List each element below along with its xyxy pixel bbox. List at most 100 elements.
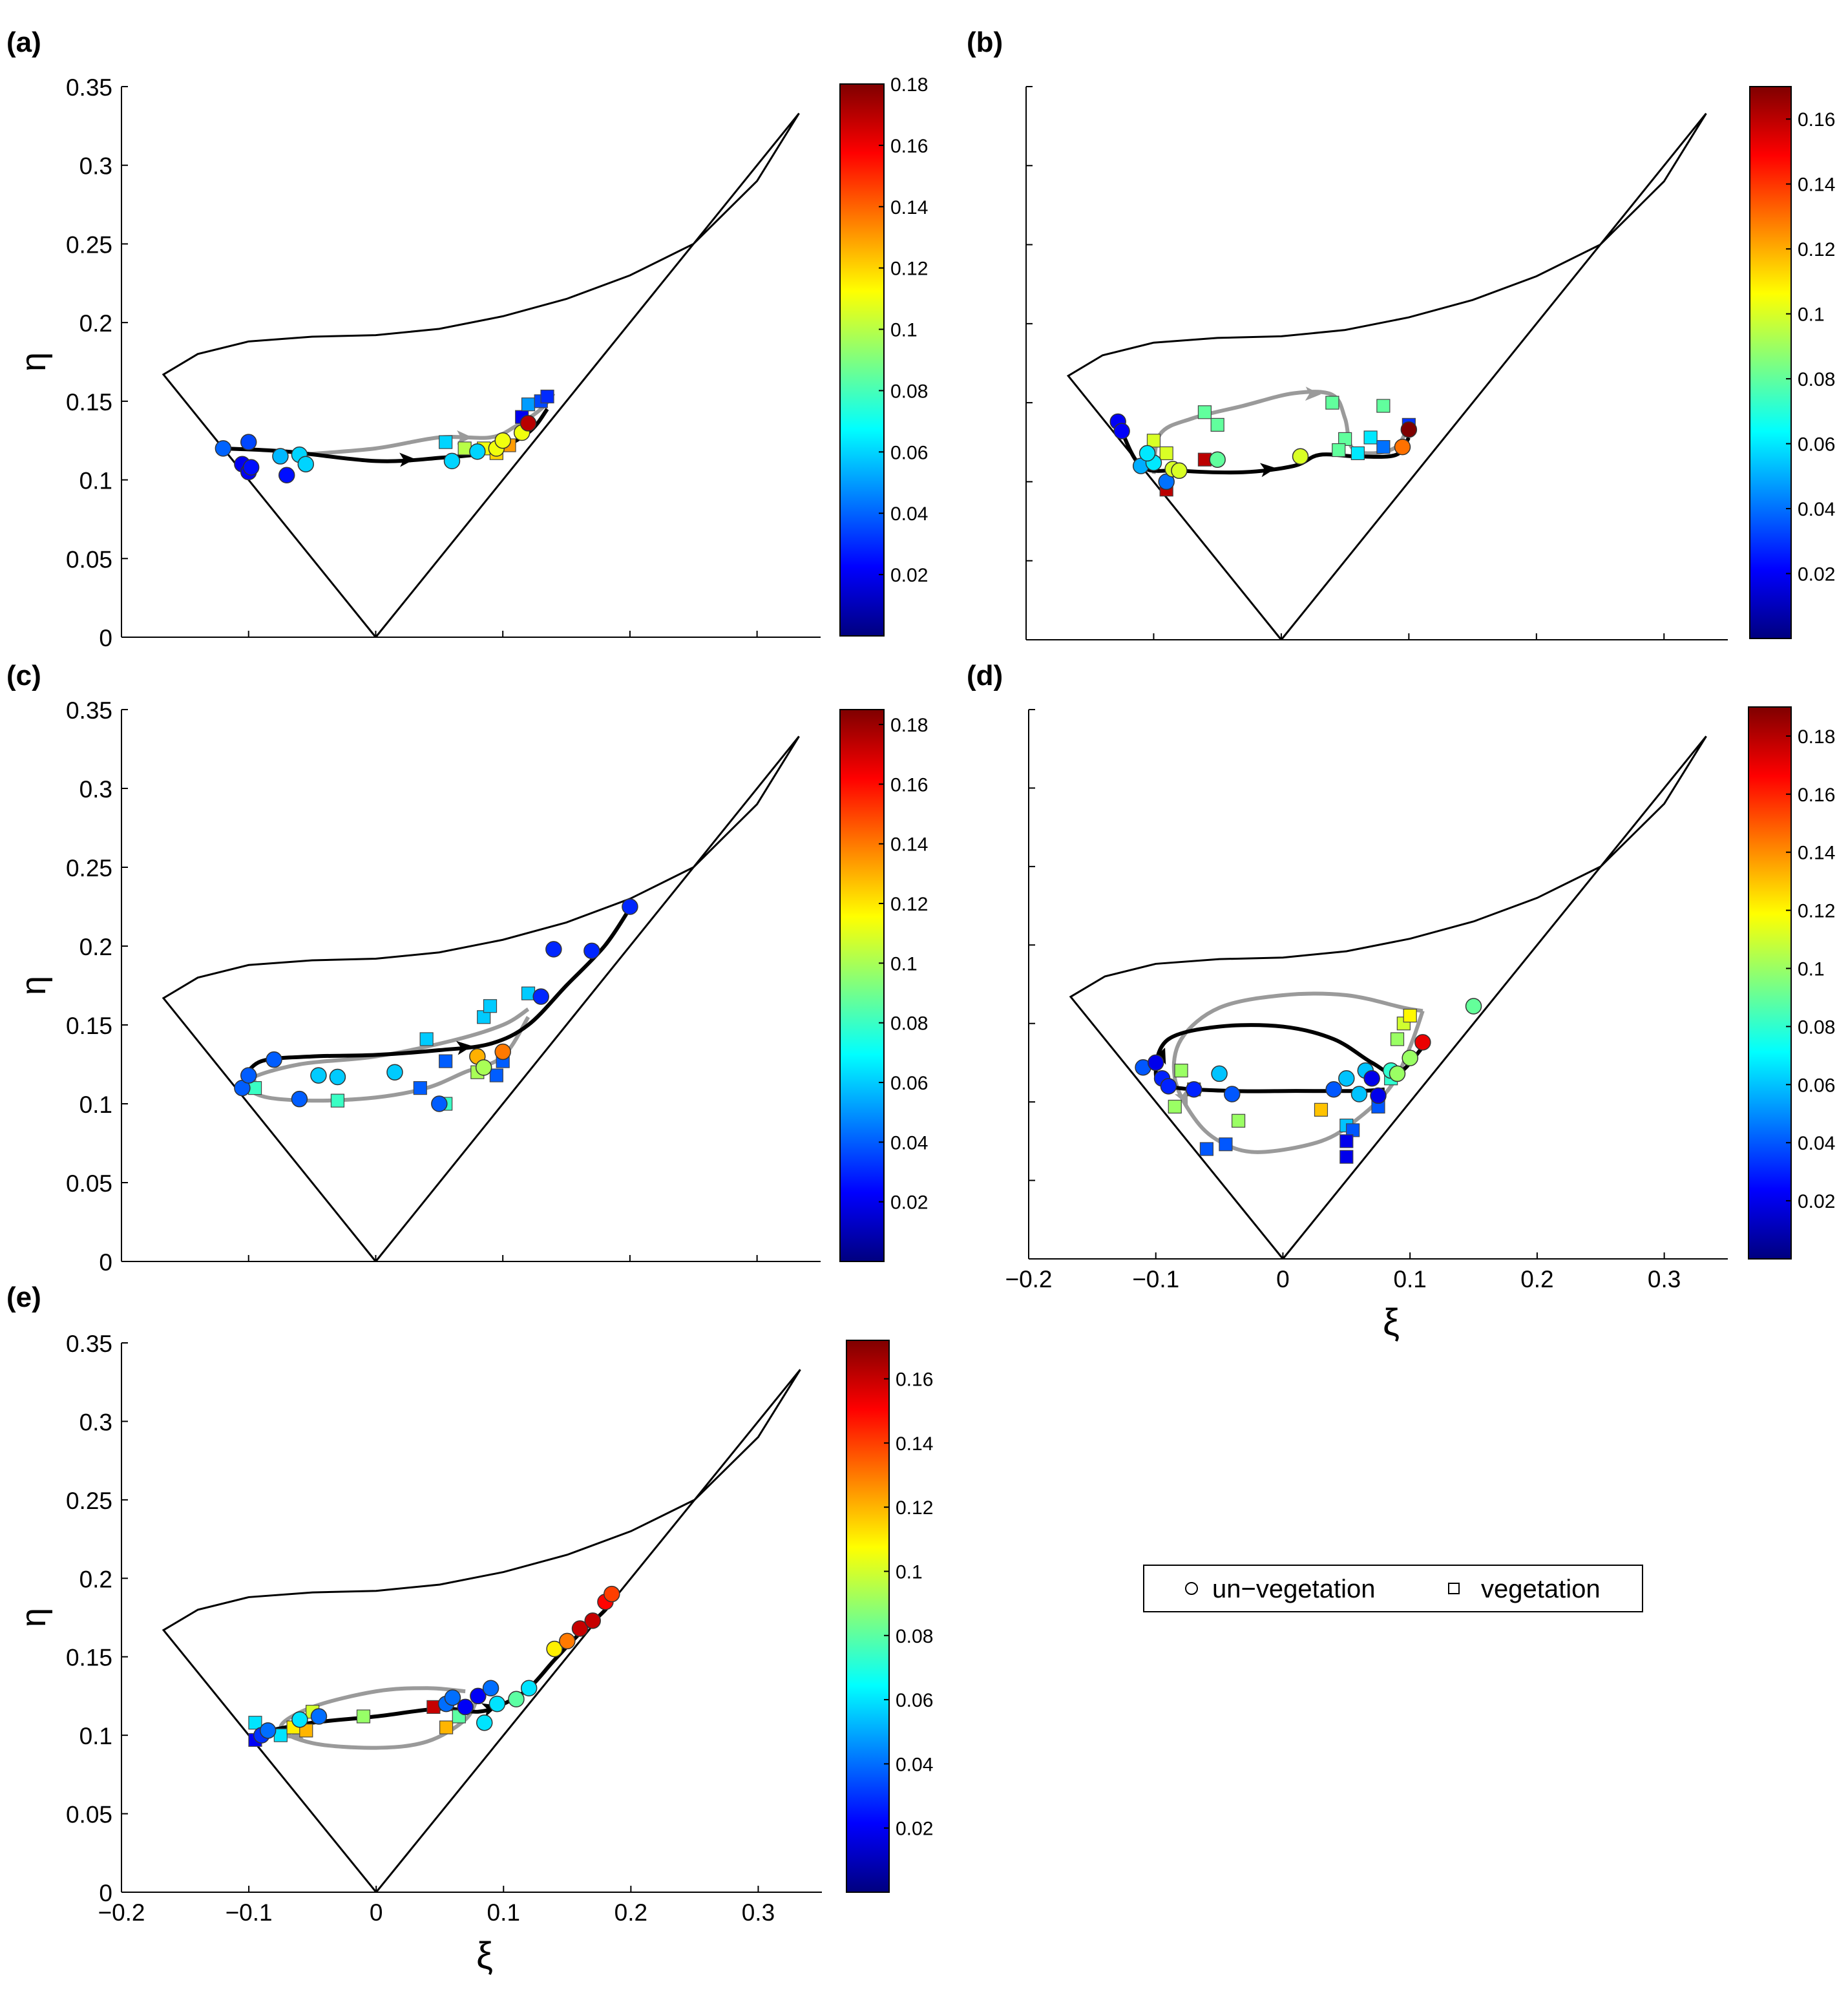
unvegetation-trajectory	[240, 907, 632, 1082]
colorbar	[1749, 86, 1792, 639]
unvegetation-point	[457, 1698, 474, 1716]
unvegetation-arrow	[399, 452, 415, 467]
unvegetation-point	[240, 1067, 257, 1084]
y-tick-label: 0.05	[66, 546, 112, 573]
y-tick-label: 0.1	[79, 1723, 112, 1749]
y-axis-label: η	[14, 352, 53, 372]
y-tick-label: 0.25	[66, 855, 112, 881]
unvegetation-point	[475, 1059, 492, 1076]
unvegetation-point	[470, 1687, 487, 1705]
colorbar-tick-label: 0.08	[1798, 369, 1835, 390]
panel-4: −0.2 −0.1 0 0.1 0.2 0.3 ξ 0.02 0.04 0.06 0.08 0.1 0.…	[1005, 706, 1835, 1344]
colorbar-tick-label: 0.1	[1798, 304, 1825, 326]
y-tick-label: 0.3	[79, 776, 112, 803]
colorbar-tick-label: 0.16	[1798, 785, 1835, 806]
colorbar-tick-label: 0.06	[1798, 1075, 1835, 1096]
vegetation-point	[483, 999, 498, 1013]
x-tick-label: 0.2	[1520, 1266, 1553, 1292]
unvegetation-point	[583, 942, 600, 960]
vegetation-point	[1350, 446, 1365, 461]
x-tick-label: 0.3	[1648, 1266, 1681, 1292]
colorbar-tick-label: 0.08	[890, 1013, 928, 1035]
unvegetation-point	[559, 1632, 576, 1650]
x-tick-label: −0.2	[1005, 1266, 1052, 1292]
unvegetation-arrow	[456, 1040, 473, 1055]
colorbar-tick-label: 0.06	[890, 1073, 928, 1094]
y-tick-label: 0.3	[79, 1409, 112, 1435]
colorbar	[839, 709, 885, 1262]
y-tick-label: 0.25	[66, 1488, 112, 1514]
vegetation-point	[521, 986, 536, 1000]
unvegetation-point	[386, 1064, 403, 1081]
colorbar-tick-label: 0.14	[890, 834, 928, 856]
y-tick-label: 0	[99, 1249, 112, 1276]
unvegetation-point	[443, 452, 461, 470]
lumley-boundary	[162, 1369, 801, 1893]
colorbar-tick-label: 0.04	[1798, 499, 1835, 520]
colorbar-tick-label: 0.08	[890, 381, 928, 402]
unvegetation-point	[215, 440, 232, 457]
unvegetation-point	[546, 1640, 563, 1658]
vegetation-point	[439, 435, 453, 449]
unvegetation-point	[1209, 451, 1226, 468]
unvegetation-point	[1350, 1086, 1368, 1102]
y-tick-label: 0.35	[66, 74, 112, 101]
unvegetation-point	[545, 941, 562, 958]
colorbar-tick-label: 0.18	[1798, 726, 1835, 748]
unvegetation-point	[278, 467, 295, 484]
legend-unveg-marker	[1185, 1582, 1198, 1595]
y-tick-label: 0	[99, 625, 112, 651]
colorbar-tick-label: 0.12	[890, 258, 928, 280]
vegetation-point	[1332, 443, 1346, 458]
colorbar-tick-label: 0.1	[890, 320, 918, 341]
unvegetation-point	[242, 459, 260, 476]
unvegetation-point	[1370, 1087, 1387, 1104]
colorbar-tick-label: 0.14	[1798, 174, 1835, 196]
colorbar-tick-label: 0.04	[896, 1754, 933, 1775]
vegetation-point	[419, 1032, 434, 1046]
unvegetation-point	[482, 1680, 499, 1697]
unvegetation-point	[1465, 998, 1482, 1015]
unvegetation-point	[584, 1612, 601, 1629]
y-tick-label: 0.05	[66, 1802, 112, 1828]
legend-veg-label: vegetation	[1481, 1575, 1601, 1603]
unvegetation-point	[1224, 1086, 1241, 1102]
colorbar-tick-label: 0.02	[1798, 1191, 1835, 1212]
colorbar-tick-label: 0.02	[1798, 564, 1835, 585]
x-axis-label: ξ	[476, 1935, 493, 1977]
unvegetation-point	[1400, 421, 1418, 438]
vegetation-point	[1210, 417, 1224, 432]
vegetation-trajectory	[244, 1007, 530, 1103]
unvegetation-point	[240, 434, 257, 450]
colorbar-tick-label: 0.02	[896, 1819, 933, 1840]
colorbar-tick-label: 0.18	[890, 74, 928, 96]
legend-unveg-label: un−vegetation	[1212, 1575, 1375, 1603]
vegetation-point	[1403, 1008, 1417, 1023]
vegetation-arrow	[1174, 1088, 1188, 1105]
panel-label-b: (b)	[967, 26, 1003, 58]
x-tick-label: 0.1	[487, 1899, 520, 1926]
panel-label-a: (a)	[6, 26, 41, 58]
lumley-boundary	[162, 112, 800, 638]
colorbar-tick-label: 0.06	[896, 1690, 933, 1711]
colorbar-tick-label: 0.1	[890, 953, 918, 975]
colorbar-tick-label: 0.04	[1798, 1133, 1835, 1154]
unvegetation-point	[1211, 1065, 1228, 1082]
y-tick-label: 0.15	[66, 1645, 112, 1671]
vegetation-point	[1339, 1150, 1354, 1164]
y-tick-label: 0.2	[79, 1566, 112, 1592]
colorbar-tick-label: 0.16	[896, 1369, 933, 1391]
vegetation-point	[1231, 1113, 1246, 1128]
lumley-boundary	[1066, 112, 1707, 640]
colorbar-tick-label: 0.18	[890, 715, 928, 736]
colorbar-tick-label: 0.06	[890, 442, 928, 463]
y-tick-label: 0.1	[79, 1092, 112, 1118]
unvegetation-point	[310, 1708, 328, 1725]
vegetation-arrow	[1305, 386, 1321, 401]
y-tick-label: 0.1	[79, 468, 112, 494]
colorbar-tick-label: 0.14	[1798, 843, 1835, 864]
colorbar-tick-label: 0.02	[890, 565, 928, 586]
y-tick-label: 0	[99, 1880, 112, 1906]
unvegetation-point	[494, 1043, 511, 1060]
